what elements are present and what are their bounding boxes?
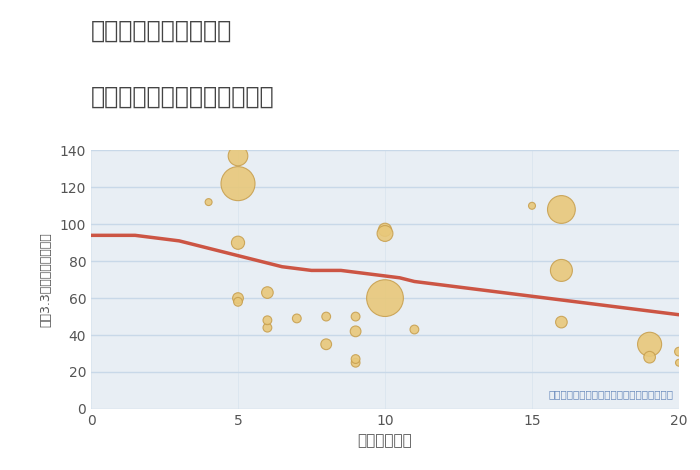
Text: 奈良県奈良市南市町の: 奈良県奈良市南市町の [91, 19, 232, 43]
Point [379, 294, 391, 302]
Point [350, 313, 361, 321]
X-axis label: 駅距離（分）: 駅距離（分） [358, 433, 412, 448]
Point [350, 355, 361, 363]
Point [556, 206, 567, 213]
Point [262, 289, 273, 297]
Point [644, 353, 655, 361]
Point [379, 230, 391, 237]
Point [379, 226, 391, 234]
Point [232, 298, 244, 306]
Point [232, 294, 244, 302]
Point [262, 316, 273, 324]
Point [673, 359, 685, 367]
Point [526, 202, 538, 210]
Point [556, 266, 567, 274]
Y-axis label: 坪（3.3㎡）単価（万円）: 坪（3.3㎡）単価（万円） [40, 232, 52, 327]
Point [232, 180, 244, 188]
Text: 円の大きさは、取引のあった物件面積を示す: 円の大きさは、取引のあった物件面積を示す [548, 390, 673, 400]
Point [644, 340, 655, 348]
Point [350, 359, 361, 367]
Point [291, 315, 302, 322]
Point [321, 313, 332, 321]
Point [556, 318, 567, 326]
Point [673, 348, 685, 355]
Point [321, 340, 332, 348]
Point [350, 328, 361, 335]
Text: 駅距離別中古マンション価格: 駅距離別中古マンション価格 [91, 85, 274, 109]
Point [409, 326, 420, 333]
Point [232, 239, 244, 246]
Point [203, 198, 214, 206]
Point [262, 324, 273, 331]
Point [232, 152, 244, 160]
